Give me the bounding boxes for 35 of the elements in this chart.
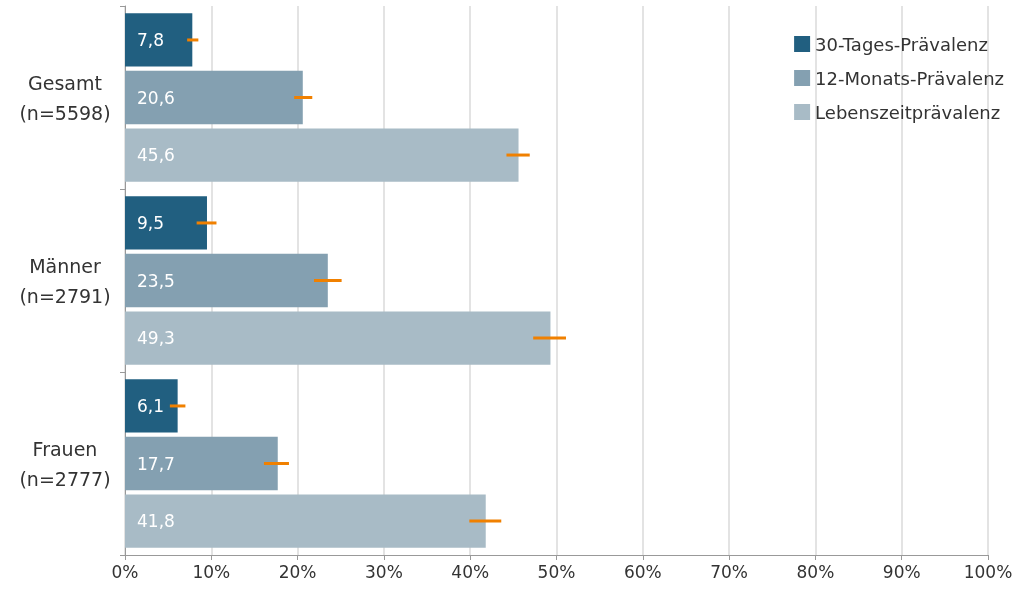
- data-label: 20,6: [137, 87, 175, 108]
- bar: [125, 494, 486, 548]
- bar: [125, 379, 178, 433]
- data-label: 45,6: [137, 145, 175, 166]
- data-label: 7,8: [137, 29, 165, 50]
- x-tick-label: 20%: [278, 561, 317, 582]
- x-tick-label: 70%: [710, 561, 748, 582]
- y-tick-label: Frauen (n=2777): [19, 437, 111, 490]
- bar: [125, 436, 278, 491]
- x-tick-label: 40%: [451, 561, 490, 582]
- y-tick-label: Männer (n=2791): [19, 254, 111, 307]
- bar: [125, 128, 519, 182]
- x-tick-label: 60%: [623, 561, 662, 582]
- data-label: 49,3: [137, 328, 175, 349]
- x-tick-label: 50%: [537, 561, 576, 582]
- x-tick-label: 90%: [882, 561, 921, 582]
- x-tick-label: 30%: [365, 561, 403, 582]
- data-label: 6,1: [137, 395, 165, 416]
- legend-label: 30-Tages-Prävalenz: [815, 33, 988, 55]
- x-tick-label: 100%: [963, 561, 1013, 582]
- data-label: 41,8: [137, 511, 175, 532]
- bar: [125, 196, 207, 250]
- y-tick-label: Gesamt (n=5598): [19, 71, 111, 124]
- x-tick-label: 0%: [111, 561, 139, 582]
- legend-label: 12-Monats-Prävalenz: [815, 67, 1005, 89]
- data-label: 9,5: [137, 212, 165, 233]
- bar: [125, 253, 328, 308]
- bar: [125, 311, 551, 365]
- x-tick-label: 10%: [192, 561, 231, 582]
- data-label: 23,5: [137, 270, 175, 291]
- x-tick-label: 80%: [796, 561, 835, 582]
- bar: [125, 13, 193, 67]
- legend-label: Lebenszeitprävalenz: [815, 101, 1001, 123]
- data-label: 17,7: [137, 453, 175, 474]
- bar: [125, 70, 303, 125]
